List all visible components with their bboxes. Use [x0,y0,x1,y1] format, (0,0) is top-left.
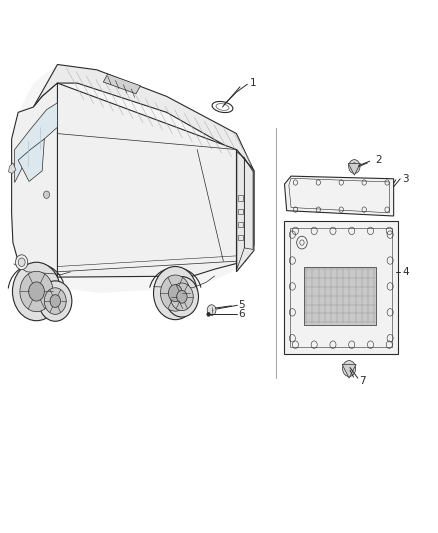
Text: 1: 1 [250,78,256,88]
Polygon shape [33,64,254,171]
Circle shape [160,275,190,311]
Polygon shape [285,176,394,216]
Text: 4: 4 [403,267,409,277]
Text: 3: 3 [403,174,409,184]
Circle shape [207,312,210,317]
Circle shape [50,295,60,308]
Circle shape [20,271,53,312]
Circle shape [346,365,352,372]
Circle shape [44,288,66,314]
Polygon shape [9,163,16,173]
Circle shape [343,361,356,376]
Polygon shape [14,103,57,182]
Polygon shape [49,83,254,277]
Bar [238,235,244,240]
Polygon shape [237,150,254,272]
Circle shape [28,282,44,301]
Polygon shape [348,164,360,175]
Bar [238,195,244,200]
Circle shape [15,255,28,270]
Polygon shape [18,139,44,181]
Circle shape [168,285,182,302]
Circle shape [207,305,216,316]
Polygon shape [285,221,398,354]
Text: 5: 5 [239,300,245,310]
Circle shape [39,281,72,321]
Circle shape [170,283,193,311]
Circle shape [43,191,49,198]
Polygon shape [12,83,57,285]
Circle shape [351,163,357,170]
Polygon shape [342,365,356,378]
Text: 2: 2 [375,155,382,165]
Circle shape [153,266,197,320]
Text: 6: 6 [239,309,245,319]
Circle shape [18,258,25,266]
Bar [238,208,244,214]
Circle shape [349,160,360,173]
Polygon shape [12,64,254,301]
Circle shape [165,277,198,317]
Text: 7: 7 [359,376,365,386]
Bar [238,222,244,227]
Circle shape [177,290,187,303]
Circle shape [12,262,60,321]
Polygon shape [103,74,141,94]
Polygon shape [304,266,376,325]
